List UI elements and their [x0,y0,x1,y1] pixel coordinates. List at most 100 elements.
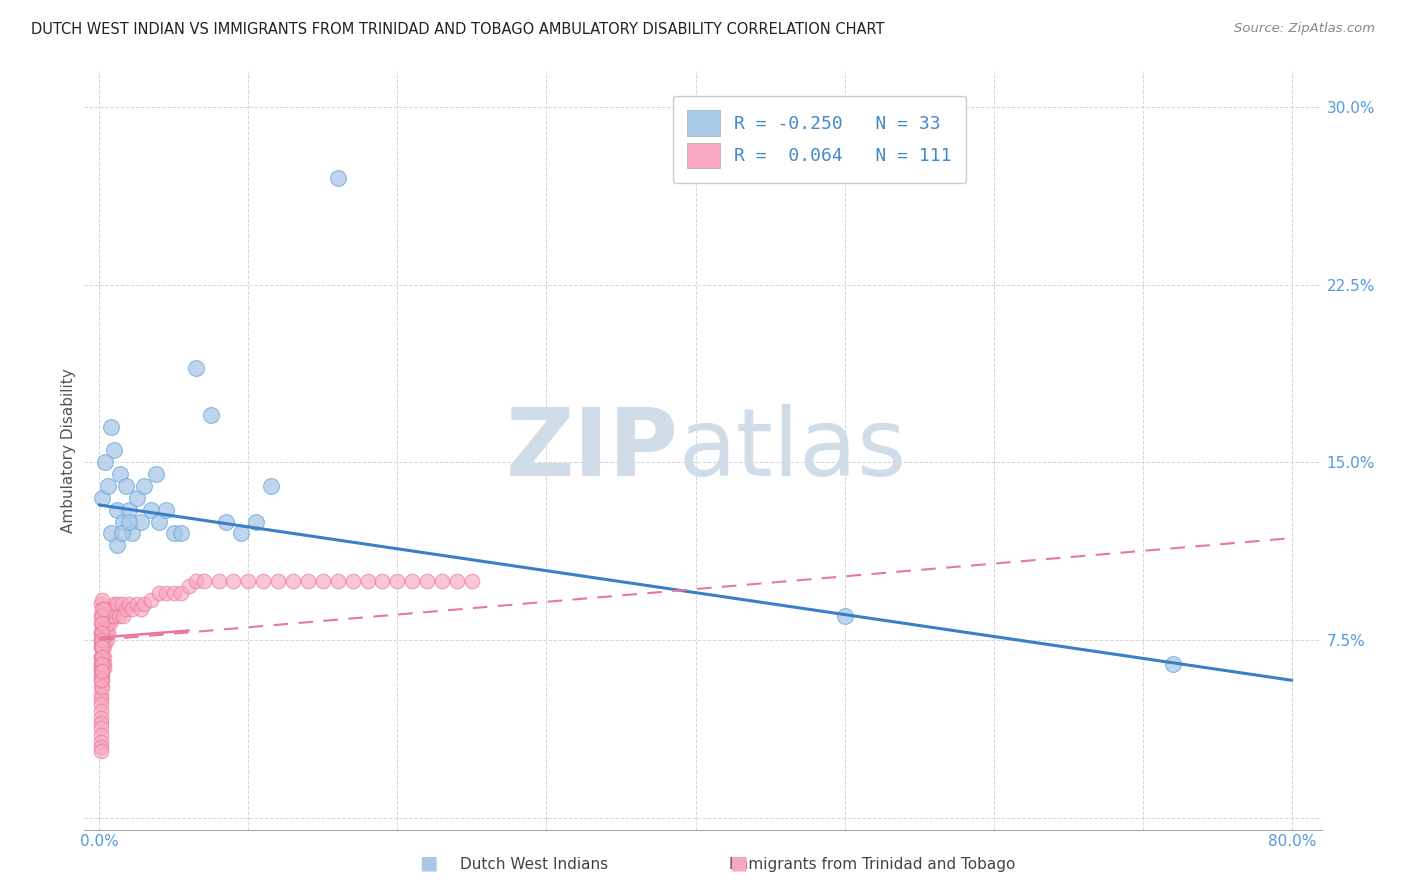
Text: Source: ZipAtlas.com: Source: ZipAtlas.com [1234,22,1375,36]
Point [90,633,112,648]
Point [129,515,152,529]
Point [1161,657,1184,671]
Point [129,602,152,616]
Point [125,491,148,505]
Point [155,502,177,516]
Point [90,668,112,682]
Point [342,574,364,588]
Text: ■: ■ [728,854,748,872]
Point [90,673,112,688]
Point [108,467,131,482]
Point [97,616,120,631]
Point [430,574,453,588]
Point [356,574,378,588]
Point [118,515,141,529]
Point [90,649,112,664]
Point [170,585,193,599]
Point [461,574,484,588]
Point [91,664,114,678]
Point [91,633,114,648]
Point [91,640,114,654]
Point [186,360,208,375]
Point [100,602,122,616]
Point [90,609,112,624]
Point [90,640,112,654]
Point [446,574,468,588]
Point [371,574,394,588]
Point [91,626,114,640]
Legend: R = -0.250   N = 33, R =  0.064   N = 111: R = -0.250 N = 33, R = 0.064 N = 111 [673,95,966,183]
Point [267,574,290,588]
Point [312,574,335,588]
Point [297,574,319,588]
Point [91,657,114,671]
Point [90,673,112,688]
Point [90,697,112,711]
Point [90,598,112,612]
Point [105,502,128,516]
Point [112,515,135,529]
Point [90,728,112,742]
Point [90,633,112,648]
Point [148,515,170,529]
Point [93,649,115,664]
Point [98,609,121,624]
Point [229,526,252,541]
Point [90,640,112,654]
Point [96,633,118,648]
Point [91,491,114,505]
Point [281,574,304,588]
Point [132,598,155,612]
Point [105,598,128,612]
Point [115,602,138,616]
Point [93,661,115,675]
Point [90,744,112,758]
Y-axis label: Ambulatory Disability: Ambulatory Disability [60,368,76,533]
Point [90,692,112,706]
Point [90,657,112,671]
Point [401,574,423,588]
Point [91,616,114,631]
Point [94,626,117,640]
Point [100,526,122,541]
Point [112,609,135,624]
Point [90,649,112,664]
Point [91,681,114,695]
Point [90,626,112,640]
Point [93,633,115,648]
Point [107,609,129,624]
Point [145,467,167,482]
Point [93,626,115,640]
Point [97,479,120,493]
Point [100,609,122,624]
Point [103,598,125,612]
Point [90,626,112,640]
Text: DUTCH WEST INDIAN VS IMMIGRANTS FROM TRINIDAD AND TOBAGO AMBULATORY DISABILITY C: DUTCH WEST INDIAN VS IMMIGRANTS FROM TRI… [31,22,884,37]
Text: atlas: atlas [678,404,907,497]
Point [245,515,267,529]
Point [115,479,138,493]
Point [163,585,186,599]
Point [103,609,125,624]
Point [222,574,245,588]
Point [103,443,125,458]
Point [121,526,143,541]
Point [141,592,163,607]
Point [111,598,134,612]
Point [200,408,222,422]
Point [238,574,260,588]
Point [326,574,349,588]
Point [91,592,114,607]
Point [163,526,186,541]
Point [91,649,114,664]
Point [90,704,112,718]
Point [91,633,114,648]
Point [148,585,170,599]
Point [170,526,193,541]
Point [91,621,114,635]
Point [91,602,114,616]
Point [90,711,112,725]
Point [93,602,115,616]
Point [90,715,112,730]
Point [91,609,114,624]
